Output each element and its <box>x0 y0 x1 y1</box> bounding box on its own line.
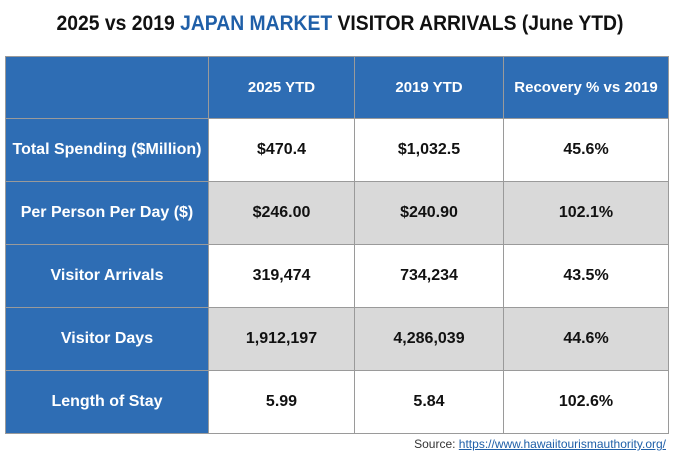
title-highlight: JAPAN MARKET <box>180 12 333 35</box>
header-2019-ytd: 2019 YTD <box>354 56 504 119</box>
header-corner-cell <box>5 56 209 119</box>
page-title: 2025 vs 2019 JAPAN MARKET VISITOR ARRIVA… <box>27 9 653 39</box>
row-label-visitor-days: Visitor Days <box>5 307 209 371</box>
cell-total-spending-recovery: 45.6% <box>503 118 669 182</box>
source-note: Source: https://www.hawaiitourismauthori… <box>414 437 666 451</box>
cell-ppd-2019: $240.90 <box>354 181 504 245</box>
row-label-total-spending: Total Spending ($Million) <box>5 118 209 182</box>
cell-total-spending-2025: $470.4 <box>208 118 355 182</box>
cell-los-2025: 5.99 <box>208 370 355 434</box>
title-prefix: 2025 vs 2019 <box>56 12 181 35</box>
header-2025-ytd: 2025 YTD <box>208 56 355 119</box>
cell-los-2019: 5.84 <box>354 370 504 434</box>
table-row: Visitor Days 1,912,197 4,286,039 44.6% <box>5 307 669 371</box>
table-row: Length of Stay 5.99 5.84 102.6% <box>5 370 669 434</box>
cell-ppd-2025: $246.00 <box>208 181 355 245</box>
source-prefix: Source: <box>414 437 459 451</box>
row-label-per-person-per-day: Per Person Per Day ($) <box>5 181 209 245</box>
cell-days-2019: 4,286,039 <box>354 307 504 371</box>
header-recovery: Recovery % vs 2019 <box>503 56 669 119</box>
source-link[interactable]: https://www.hawaiitourismauthority.org/ <box>458 437 666 451</box>
cell-arrivals-2025: 319,474 <box>208 244 355 308</box>
cell-ppd-recovery: 102.1% <box>503 181 669 245</box>
cell-arrivals-2019: 734,234 <box>354 244 504 308</box>
row-label-length-of-stay: Length of Stay <box>5 370 209 434</box>
row-label-visitor-arrivals: Visitor Arrivals <box>5 244 209 308</box>
visitor-stats-table: 2025 YTD 2019 YTD Recovery % vs 2019 Tot… <box>5 56 669 434</box>
table-row: Total Spending ($Million) $470.4 $1,032.… <box>5 118 669 182</box>
cell-days-recovery: 44.6% <box>503 307 669 371</box>
cell-los-recovery: 102.6% <box>503 370 669 434</box>
cell-days-2025: 1,912,197 <box>208 307 355 371</box>
table-header-row: 2025 YTD 2019 YTD Recovery % vs 2019 <box>5 56 669 119</box>
title-suffix: VISITOR ARRIVALS (June YTD) <box>332 12 624 35</box>
table-row: Per Person Per Day ($) $246.00 $240.90 1… <box>5 181 669 245</box>
table-row: Visitor Arrivals 319,474 734,234 43.5% <box>5 244 669 308</box>
cell-arrivals-recovery: 43.5% <box>503 244 669 308</box>
cell-total-spending-2019: $1,032.5 <box>354 118 504 182</box>
